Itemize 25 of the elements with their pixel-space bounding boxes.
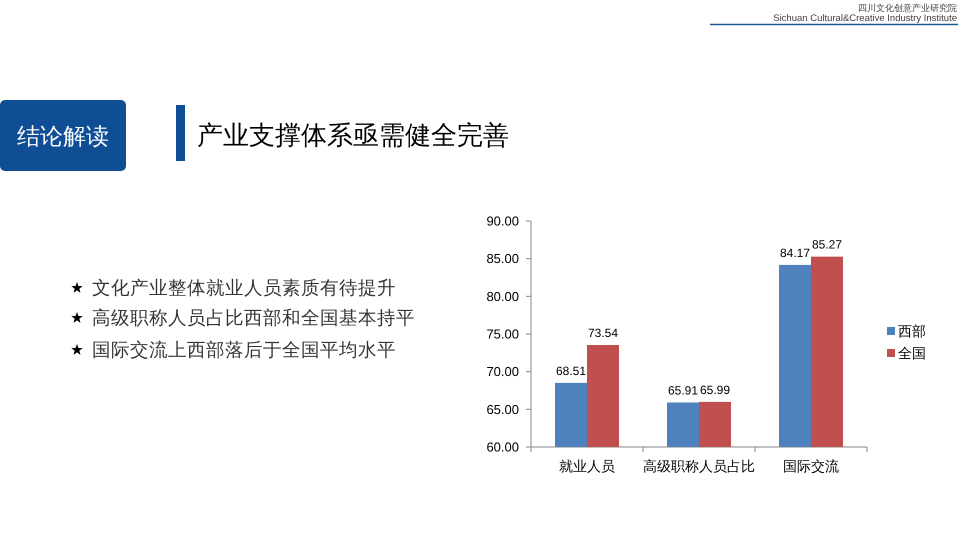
data-label: 65.91 (668, 383, 698, 398)
text: 四川文化创意产业研究院 (858, 3, 957, 13)
data-label: 65.99 (700, 382, 730, 397)
legend-label: 全国 (898, 346, 926, 362)
x-tick-label: 就业人员 (559, 459, 615, 475)
y-tick-label: 75.00 (486, 326, 519, 342)
text: Sichuan Cultural&Creative Industry Institute (773, 13, 957, 24)
text: 高级职称人员占比西部和全国基本持平 (92, 307, 415, 328)
y-tick-label: 85.00 (486, 251, 519, 266)
data-label: 73.54 (588, 326, 618, 340)
text: 文化产业整体就业人员素质有待提升 (92, 277, 396, 298)
chart-title: 产业支撑体系亟需健全完善 (197, 120, 509, 150)
x-tick-label: 高级职称人员占比 (643, 459, 755, 475)
y-tick-label: 65.00 (486, 402, 519, 417)
legend-label: 西部 (898, 324, 926, 340)
data-label: 85.27 (812, 238, 842, 252)
y-tick-label: 60.00 (486, 440, 519, 454)
x-tick-label: 国际交流 (783, 459, 839, 475)
data-label: 84.17 (780, 246, 810, 260)
y-tick-label: 90.00 (486, 214, 519, 228)
text: 结论解读 (17, 123, 109, 149)
y-tick-label: 70.00 (486, 364, 519, 380)
text: 国际交流上西部落后于全国平均水平 (92, 339, 396, 360)
y-tick-label: 80.00 (486, 288, 519, 304)
data-label: 68.51 (556, 364, 586, 378)
